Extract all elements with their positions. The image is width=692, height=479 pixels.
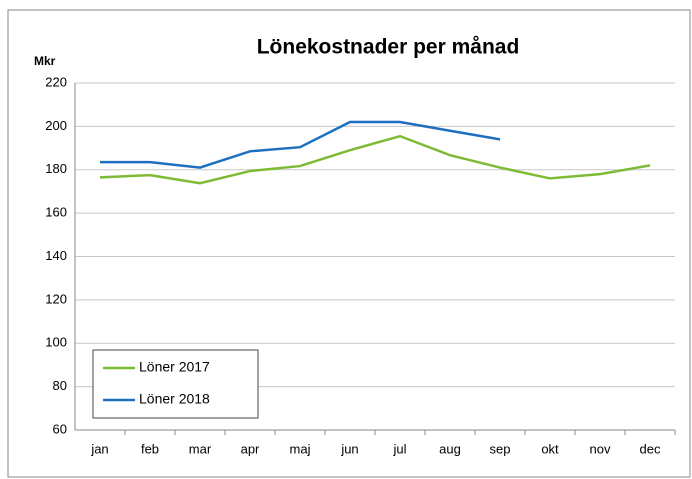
x-tick-label: jun: [340, 441, 358, 456]
legend-label: Löner 2017: [139, 359, 210, 375]
y-tick-label: 160: [45, 205, 67, 220]
y-tick-label: 180: [45, 161, 67, 176]
x-tick-label: jul: [392, 441, 406, 456]
y-tick-label: 200: [45, 118, 67, 133]
x-tick-label: okt: [541, 441, 559, 456]
legend-box: [92, 349, 259, 419]
x-tick-label: nov: [590, 441, 611, 456]
chart-title: Lönekostnader per månad: [257, 36, 520, 59]
x-tick-label: jan: [90, 441, 108, 456]
y-tick-label: 120: [45, 291, 67, 306]
line-series: [99, 134, 651, 185]
y-tick-label: 60: [53, 421, 67, 436]
y-tick-label: 80: [53, 378, 67, 393]
x-tick-label: dec: [640, 441, 661, 456]
x-tick-label: mar: [189, 441, 212, 456]
line-series: [100, 120, 501, 169]
legend-label: Löner 2018: [139, 391, 210, 407]
y-tick-label: 100: [45, 335, 67, 350]
y-tick-label: 220: [45, 74, 67, 89]
x-tick-label: aug: [439, 441, 461, 456]
x-tick-label: apr: [241, 441, 260, 456]
x-tick-label: feb: [141, 441, 159, 456]
x-tick-label: sep: [490, 441, 511, 456]
x-tick-label: maj: [290, 441, 311, 456]
y-axis-label: Mkr: [34, 54, 56, 68]
y-tick-label: 140: [45, 248, 67, 263]
